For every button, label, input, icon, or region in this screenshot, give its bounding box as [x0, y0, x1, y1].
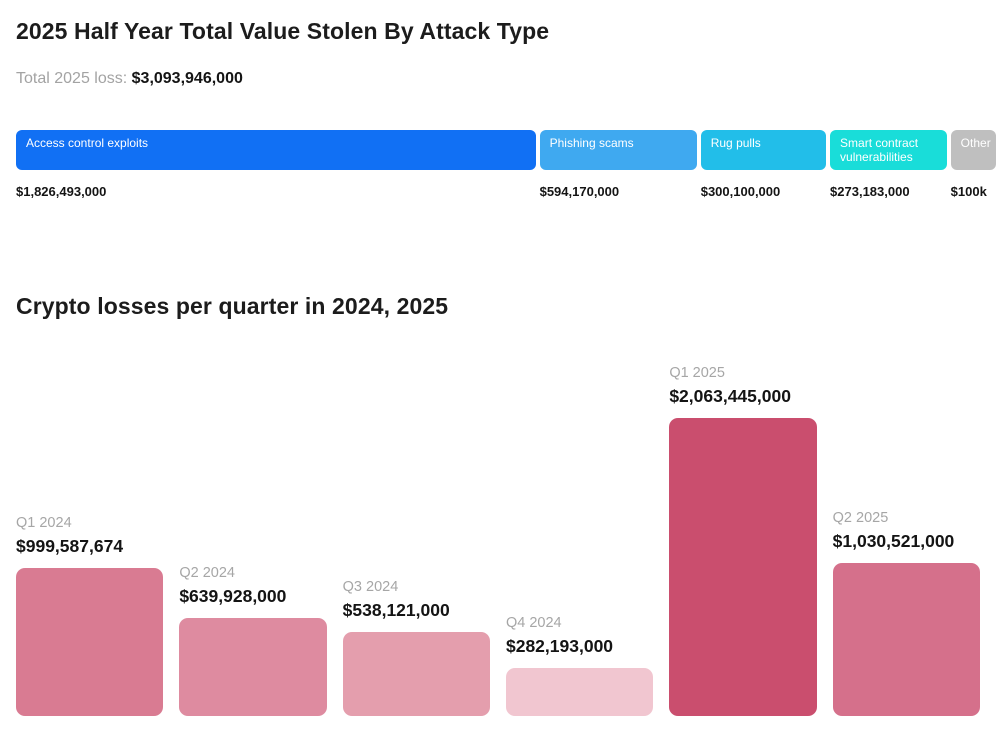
bar-value-label: $1,030,521,000	[832, 531, 955, 551]
bar-q2-2025: Q2 2025 $1,030,521,000	[832, 510, 980, 716]
bar-q1-2025: Q1 2025 $2,063,445,000	[669, 365, 817, 716]
bar-q3-2024: Q3 2024 $538,121,000	[342, 579, 490, 716]
bar-quarter-label: Q3 2024	[342, 579, 399, 595]
attack-chart-title: 2025 Half Year Total Value Stolen By Att…	[16, 18, 550, 44]
quarterly-chart-title: Crypto losses per quarter in 2024, 2025	[16, 293, 449, 319]
bar-quarter-label: Q1 2025	[669, 365, 725, 381]
segment-other: Other $100k	[950, 130, 996, 199]
segment-bar-smart-contract: Smart contract vulnerabilities	[830, 130, 947, 170]
bar-rect-q2-2024	[179, 618, 327, 716]
bar-value-label: $282,193,000	[505, 636, 614, 656]
segment-bar-other: Other	[950, 130, 996, 170]
segment-value-rug-pulls: $300,100,000	[700, 184, 781, 199]
segment-bar-access-control: Access control exploits	[16, 130, 536, 170]
bar-rect-q3-2024	[342, 632, 490, 716]
bar-value-label: $2,063,445,000	[669, 386, 791, 406]
segment-access-control-exploits: Access control exploits $1,826,493,000	[16, 130, 536, 199]
bar-quarter-label: Q1 2024	[16, 515, 72, 531]
bar-rect-q2-2025	[832, 563, 980, 716]
segment-value-access-control: $1,826,493,000	[16, 184, 107, 199]
segment-bar-phishing: Phishing scams	[539, 130, 697, 170]
bar-q1-2024: Q1 2024 $999,587,674	[16, 515, 164, 716]
bar-quarter-label: Q2 2024	[179, 565, 235, 581]
segment-value-phishing: $594,170,000	[539, 184, 620, 199]
bar-q4-2024: Q4 2024 $282,193,000	[505, 615, 654, 716]
bar-quarter-label: Q2 2025	[832, 510, 889, 526]
bar-quarter-label: Q4 2024	[505, 615, 562, 631]
quarterly-bars: Q1 2024 $999,587,674 Q2 2024 $639,928,00…	[16, 342, 980, 716]
segment-phishing-scams: Phishing scams $594,170,000	[539, 130, 697, 199]
bar-value-label: $538,121,000	[342, 600, 450, 620]
segment-rug-pulls: Rug pulls $300,100,000	[700, 130, 827, 199]
segment-value-other: $100k	[950, 184, 987, 199]
bar-rect-q4-2024	[505, 668, 654, 716]
total-loss-label: Total 2025 loss:	[16, 70, 128, 87]
attack-type-chart-section: 2025 Half Year Total Value Stolen By Att…	[16, 18, 996, 199]
bar-rect-q1-2024	[16, 568, 164, 716]
quarterly-losses-chart-section: Crypto losses per quarter in 2024, 2025 …	[16, 293, 980, 716]
segment-value-smart-contract: $273,183,000	[830, 184, 910, 199]
segment-smart-contract-vulnerabilities: Smart contract vulnerabilities $273,183,…	[830, 130, 947, 199]
attack-type-stacked-bar: Access control exploits $1,826,493,000 P…	[16, 130, 996, 199]
bar-value-label: $999,587,674	[16, 536, 124, 556]
total-loss-value: $3,093,946,000	[131, 70, 243, 87]
total-loss-line: Total 2025 loss: $3,093,946,000	[16, 70, 980, 88]
bar-q2-2024: Q2 2024 $639,928,000	[179, 565, 327, 716]
segment-bar-rug-pulls: Rug pulls	[700, 130, 827, 170]
bar-rect-q1-2025	[669, 418, 817, 716]
bar-value-label: $639,928,000	[179, 586, 287, 606]
